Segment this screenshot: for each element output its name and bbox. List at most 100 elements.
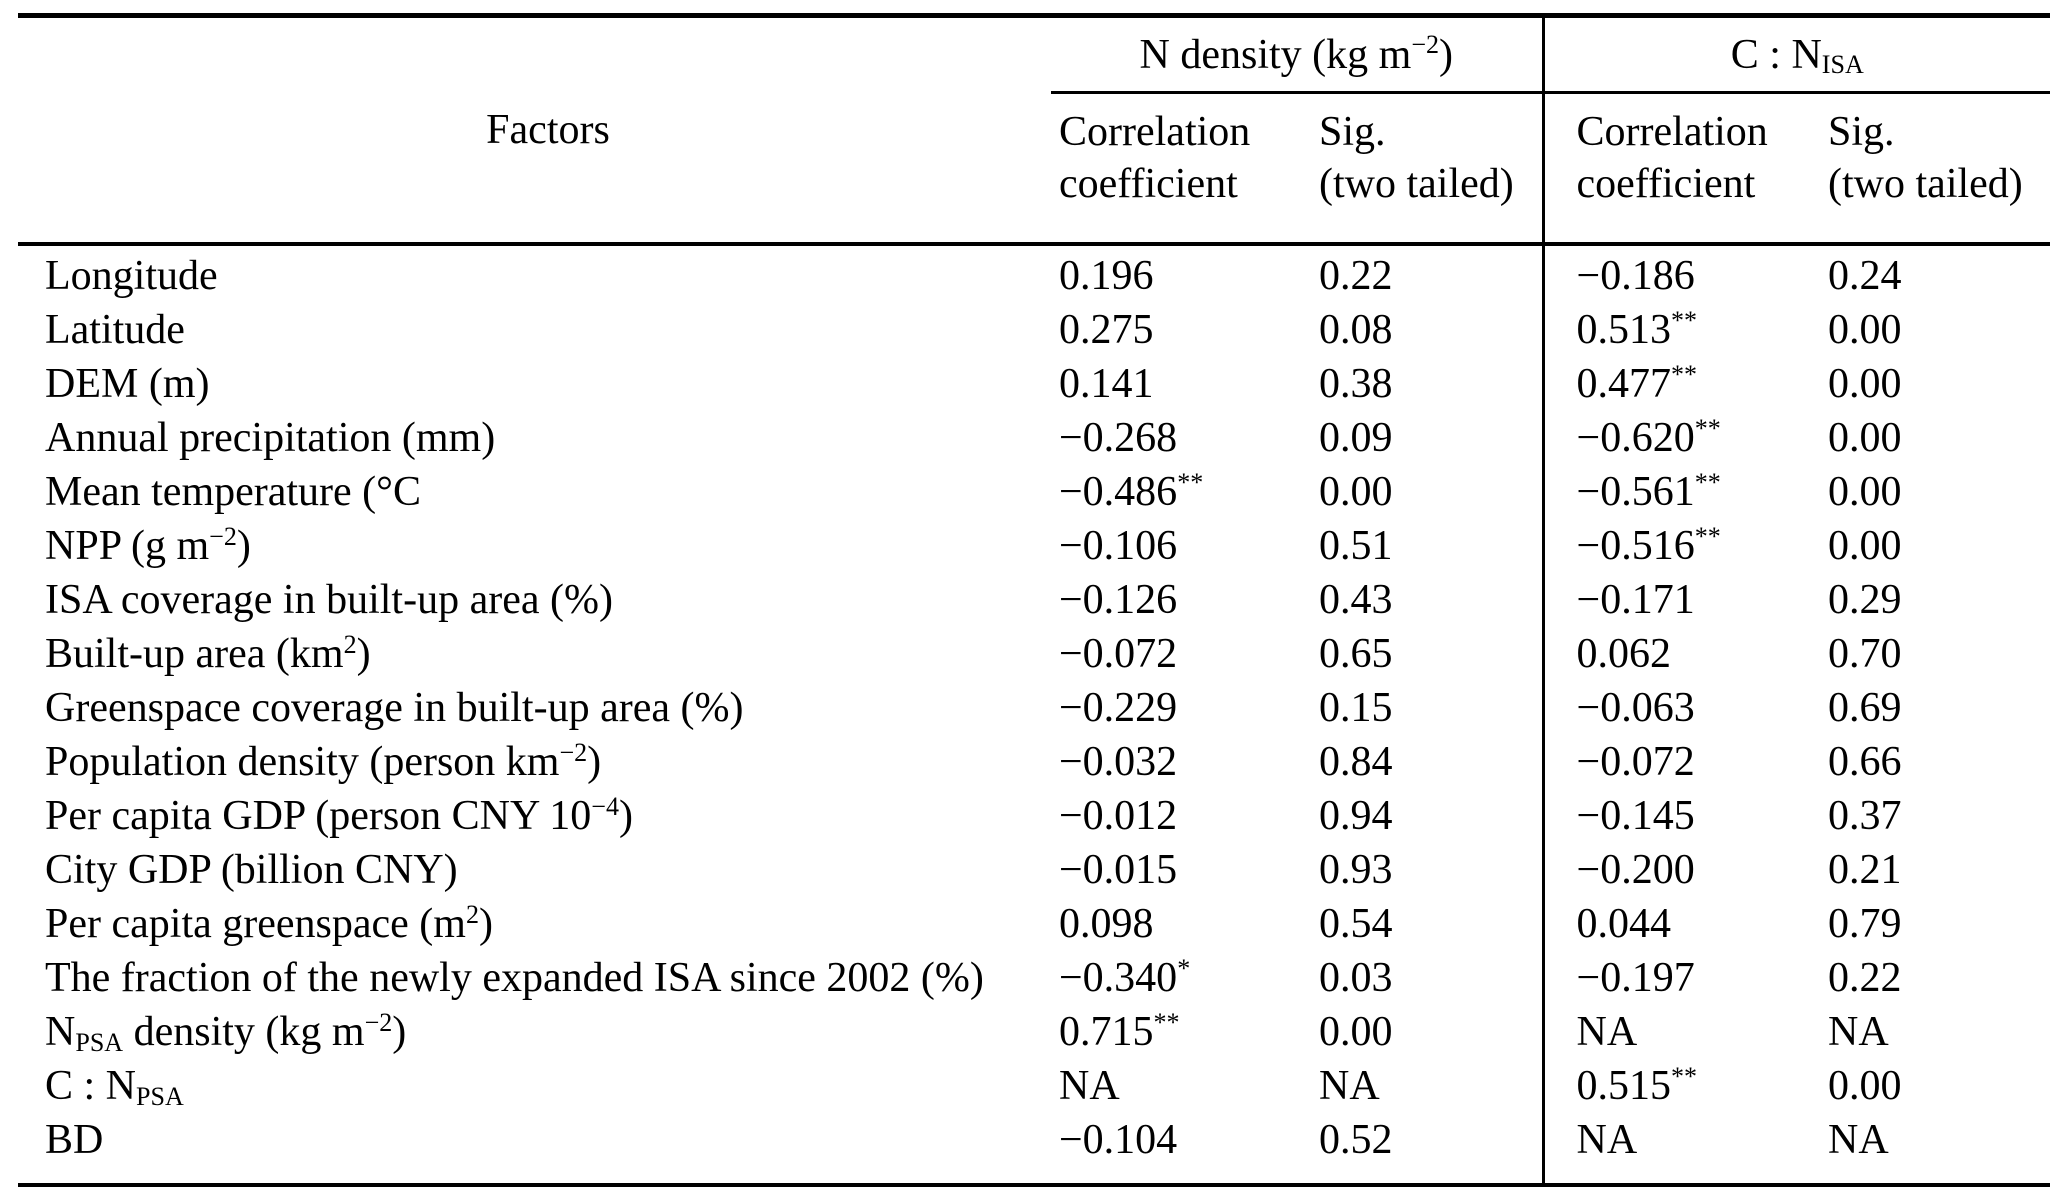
table-row: Greenspace coverage in built-up area (%)…	[18, 681, 2050, 735]
cell-factor: C : NPSA	[45, 1063, 184, 1111]
cell-ndensity-corr: 0.196	[1059, 253, 1154, 299]
cell-cnisa-corr: −0.197	[1541, 951, 1823, 1005]
table-row: The fraction of the newly expanded ISA s…	[18, 951, 2050, 1005]
cell-cnisa-corr: NA	[1541, 1005, 1823, 1059]
cell-cnisa-sig: 0.29	[1828, 577, 1902, 623]
cell-cnisa-sig: NA	[1828, 1009, 1889, 1055]
table-row: NPP (g m−2) −0.106 0.51 −0.516** 0.00	[18, 519, 2050, 573]
cell-cnisa-sig: 0.00	[1828, 307, 1902, 353]
cell-cnisa-corr: 0.044	[1541, 897, 1823, 951]
cell-cnisa-corr: −0.171	[1541, 573, 1823, 627]
cell-ndensity-sig: 0.54	[1319, 901, 1393, 947]
cell-ndensity-corr: 0.275	[1059, 307, 1154, 353]
table-row: Population density (person km−2) −0.032 0.…	[18, 735, 2050, 789]
cell-ndensity-corr: −0.126	[1059, 577, 1178, 623]
cell-factor: City GDP (billion CNY)	[45, 847, 458, 893]
cell-cnisa-corr: 0.515**	[1541, 1059, 1823, 1113]
cell-cnisa-corr: 0.513**	[1541, 303, 1823, 357]
cell-cnisa-corr: −0.186	[1541, 244, 1823, 303]
cell-factor: NPSA density (kg m−2)	[45, 1007, 407, 1057]
cell-factor: Latitude	[45, 307, 185, 353]
cell-cnisa-sig: 0.70	[1828, 631, 1902, 677]
cell-ndensity-corr: −0.072	[1059, 631, 1178, 677]
subheader-row: Correlation coefficient Sig. (two tailed…	[18, 92, 2051, 246]
cell-ndensity-corr: −0.106	[1059, 523, 1178, 569]
cell-cnisa-sig: 0.37	[1828, 793, 1902, 839]
cell-factor: Greenspace coverage in built-up area (%)	[45, 685, 744, 731]
table-row: Per capita GDP (person CNY 10−4) −0.012 0.…	[18, 789, 2050, 843]
cell-cnisa-corr: 0.477**	[1541, 357, 1823, 411]
cell-factor: Mean temperature (°C	[45, 469, 421, 515]
cell-ndensity-corr: 0.715**	[1059, 1007, 1180, 1055]
cell-ndensity-sig: 0.15	[1319, 685, 1393, 731]
cell-factor: Per capita GDP (person CNY 10−4)	[45, 791, 633, 839]
table-row: Mean temperature (°C −0.486** 0.00 −0.561**…	[18, 465, 2050, 519]
cell-ndensity-sig: 0.00	[1319, 1009, 1393, 1055]
cell-ndensity-sig: 0.22	[1319, 253, 1393, 299]
table-row: BD −0.104 0.52 NA NA	[18, 1113, 2050, 1185]
cell-cnisa-sig: 0.79	[1828, 901, 1902, 947]
group-header-row: Factors N density (kg m−2) C : NISA	[18, 15, 2051, 246]
cell-ndensity-corr: −0.340*	[1059, 953, 1191, 1001]
cell-ndensity-sig: 0.93	[1319, 847, 1393, 893]
cell-cnisa-corr: −0.200	[1541, 843, 1823, 897]
table-body: Longitude 0.196 0.22 −0.186 0.24 Latitude 0.27…	[18, 244, 2050, 1185]
cell-factor: ISA coverage in built-up area (%)	[45, 577, 613, 623]
cell-ndensity-sig: 0.65	[1319, 631, 1393, 677]
table-row: Per capita greenspace (m2) 0.098 0.54 0.044…	[18, 897, 2050, 951]
cell-cnisa-sig: 0.00	[1828, 469, 1902, 515]
cell-factor: NPP (g m−2)	[45, 521, 251, 569]
table-row: C : NPSA NA NA 0.515** 0.00	[18, 1059, 2050, 1113]
table-header: Factors N density (kg m−2) C : NISA Corr…	[18, 15, 2051, 246]
cell-cnisa-corr: −0.063	[1541, 681, 1823, 735]
cell-ndensity-corr: 0.141	[1059, 361, 1154, 407]
subheader-cnisa-correlation: Correlation coefficient	[1541, 92, 1823, 246]
cell-cnisa-sig: 0.24	[1828, 253, 1902, 299]
cell-ndensity-sig: 0.08	[1319, 307, 1393, 353]
cell-ndensity-sig: NA	[1319, 1063, 1380, 1109]
cell-cnisa-sig: 0.00	[1828, 361, 1902, 407]
cell-ndensity-sig: 0.51	[1319, 523, 1393, 569]
cell-cnisa-corr: −0.561**	[1541, 465, 1823, 519]
cell-factor: DEM (m)	[45, 361, 210, 407]
table-row: Longitude 0.196 0.22 −0.186 0.24	[18, 244, 2050, 303]
cell-cnisa-sig: 0.22	[1828, 955, 1902, 1001]
cell-ndensity-sig: 0.00	[1319, 469, 1393, 515]
header-factors: Factors	[18, 15, 1051, 246]
cell-cnisa-sig: 0.69	[1828, 685, 1902, 731]
cell-cnisa-sig: 0.00	[1828, 415, 1902, 461]
cell-ndensity-corr: 0.098	[1059, 901, 1154, 947]
correlation-table: Factors N density (kg m−2) C : NISA Corr…	[18, 13, 2051, 1187]
cell-ndensity-sig: 0.09	[1319, 415, 1393, 461]
cell-ndensity-corr: −0.486**	[1059, 467, 1204, 515]
cell-ndensity-sig: 0.43	[1319, 577, 1393, 623]
cell-cnisa-sig: 0.00	[1828, 1063, 1902, 1109]
cell-ndensity-sig: 0.38	[1319, 361, 1393, 407]
subheader-ndensity-correlation: Correlation coefficient	[1051, 92, 1313, 246]
cell-ndensity-corr: −0.268	[1059, 415, 1178, 461]
table-row: ISA coverage in built-up area (%) −0.126 0…	[18, 573, 2050, 627]
subheader-ndensity-sig: Sig. (two tailed)	[1313, 92, 1544, 246]
cell-ndensity-sig: 0.52	[1319, 1117, 1393, 1163]
cell-factor: Population density (person km−2)	[45, 737, 602, 785]
cell-cnisa-sig: 0.00	[1828, 523, 1902, 569]
cell-cnisa-corr: −0.620**	[1541, 411, 1823, 465]
table-row: DEM (m) 0.141 0.38 0.477** 0.00	[18, 357, 2050, 411]
cell-factor: The fraction of the newly expanded ISA s…	[45, 955, 984, 1001]
cell-ndensity-sig: 0.84	[1319, 739, 1393, 785]
cell-factor: BD	[45, 1117, 104, 1163]
cell-ndensity-corr: −0.012	[1059, 793, 1178, 839]
header-group-n-density: N density (kg m−2)	[1051, 15, 1544, 94]
cell-cnisa-sig: NA	[1828, 1117, 1889, 1163]
table-row: Annual precipitation (mm) −0.268 0.09 −0.62…	[18, 411, 2050, 465]
cell-ndensity-sig: 0.03	[1319, 955, 1393, 1001]
cell-cnisa-sig: 0.66	[1828, 739, 1902, 785]
table-row: Built-up area (km2) −0.072 0.65 0.062 0.70	[18, 627, 2050, 681]
cell-factor: Built-up area (km2)	[45, 629, 371, 677]
cell-ndensity-corr: −0.015	[1059, 847, 1178, 893]
cell-factor: Annual precipitation (mm)	[45, 415, 496, 461]
cell-ndensity-corr: −0.104	[1059, 1117, 1178, 1163]
cell-cnisa-corr: −0.145	[1541, 789, 1823, 843]
header-group-cn-isa: C : NISA	[1541, 15, 2051, 94]
cell-factor: Per capita greenspace (m2)	[45, 899, 493, 947]
